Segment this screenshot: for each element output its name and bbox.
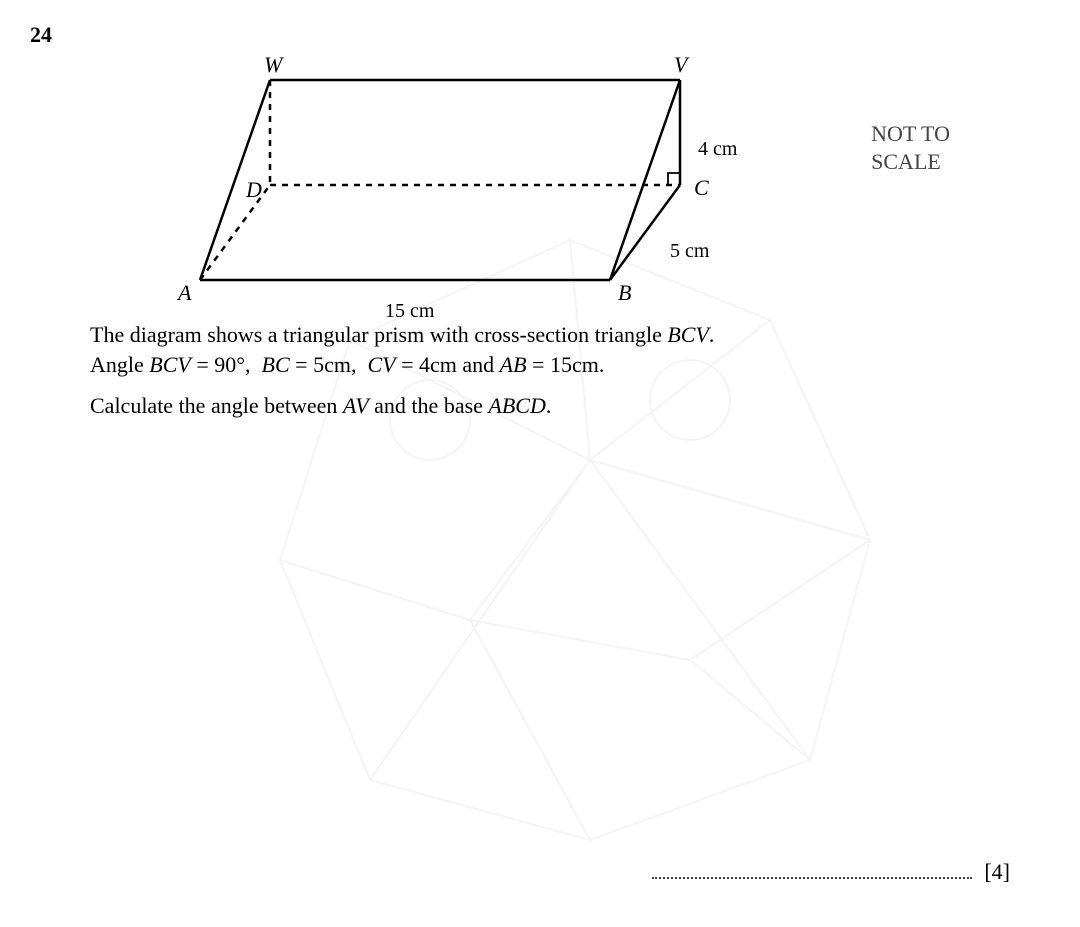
text-line-3: Calculate the angle between AV and the b…	[90, 391, 714, 421]
t2h: AB	[500, 352, 527, 377]
t1c: .	[709, 322, 715, 347]
measure-vc: 4 cm	[698, 138, 737, 161]
t3d: ABCD	[488, 393, 545, 418]
not-to-scale-note: NOT TO SCALE	[871, 120, 950, 175]
question-number: 24	[30, 22, 52, 48]
t3a: Calculate the angle between	[90, 393, 343, 418]
label-d: D	[246, 177, 262, 203]
t2i: = 15cm.	[527, 352, 605, 377]
t3e: .	[546, 393, 552, 418]
t2d: BC	[262, 352, 290, 377]
t3c: and the base	[369, 393, 489, 418]
t3b: AV	[343, 393, 369, 418]
prism-diagram: 4 cm 5 cm 15 cm A B C D V W	[170, 40, 750, 305]
label-a: A	[178, 280, 191, 306]
prism-svg	[170, 40, 750, 300]
marks-label: [4]	[984, 859, 1010, 885]
answer-line: [4]	[652, 857, 1010, 885]
label-c: C	[694, 175, 709, 201]
label-v: V	[674, 52, 687, 78]
t1b: BCV	[667, 322, 709, 347]
label-w: W	[264, 52, 282, 78]
t2e: = 5cm,	[290, 352, 357, 377]
t2g: = 4cm and	[396, 352, 500, 377]
t1a: The diagram shows a triangular prism wit…	[90, 322, 667, 347]
question-text: The diagram shows a triangular prism wit…	[90, 320, 714, 433]
text-line-1: The diagram shows a triangular prism wit…	[90, 320, 714, 379]
label-b: B	[618, 280, 631, 306]
t2f: CV	[367, 352, 395, 377]
t2a: Angle	[90, 352, 149, 377]
measure-bc: 5 cm	[670, 240, 709, 263]
t2c: = 90°,	[191, 352, 251, 377]
question-page: 24 4 cm 5 cm 15 cm A B C D V W NOT TO SC…	[30, 20, 1050, 907]
answer-dots	[652, 857, 972, 879]
t2b: BCV	[149, 352, 191, 377]
